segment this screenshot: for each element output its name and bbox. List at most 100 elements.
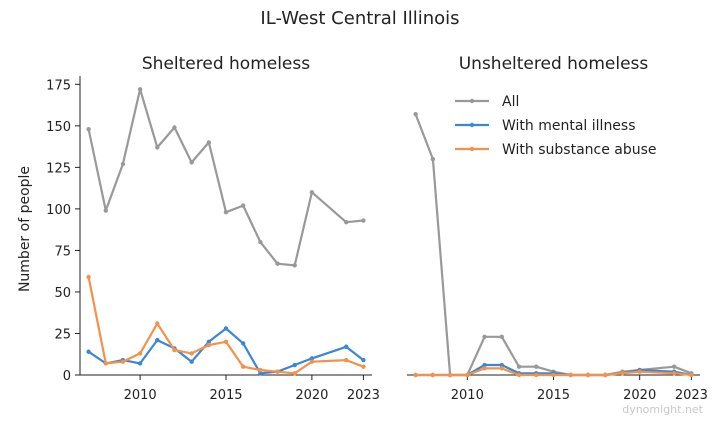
figure-title: IL-West Central Illinois: [260, 8, 459, 29]
data-point: [482, 334, 487, 339]
legend-item-with-substance-abuse: With substance abuse: [455, 142, 657, 158]
data-point: [155, 145, 160, 150]
x-tick-label: 2015: [209, 388, 242, 403]
data-point: [430, 372, 436, 378]
legend-marker: [469, 146, 475, 152]
data-point: [86, 274, 91, 280]
legend-label: All: [502, 94, 519, 110]
data-point: [516, 372, 522, 378]
series-line-all: [87, 88, 364, 267]
series-with-mental-illness: [86, 326, 366, 376]
x-tick-label: 2020: [623, 388, 656, 403]
data-point: [292, 263, 297, 268]
x-tick-label: 2015: [537, 388, 570, 403]
panel-title: Unsheltered homeless: [459, 54, 649, 74]
data-point: [309, 356, 315, 361]
y-tick-label: 175: [46, 78, 71, 93]
data-point: [155, 337, 160, 343]
data-point: [120, 359, 126, 364]
data-point: [86, 126, 91, 132]
data-point: [189, 351, 194, 356]
data-point: [344, 344, 349, 349]
data-point: [516, 364, 522, 369]
data-point: [137, 361, 143, 366]
data-point: [223, 326, 229, 331]
panel-title: Sheltered homeless: [142, 54, 310, 74]
series-line-with-substance-abuse: [87, 276, 364, 375]
series-line-with-mental-illness: [87, 327, 365, 375]
series-line-with-substance-abuse: [415, 367, 692, 377]
x-tick-label: 2010: [124, 388, 157, 403]
data-point: [258, 367, 263, 373]
y-tick-label: 150: [46, 120, 71, 135]
data-point: [689, 372, 694, 378]
panel-sheltered-homeless: Sheltered homeless 0 25 50 75 100 125 150 175 201…: [46, 54, 380, 403]
data-point: [585, 372, 591, 378]
data-point: [620, 371, 625, 376]
data-point: [344, 219, 349, 225]
y-tick-label: 25: [54, 327, 71, 342]
data-point: [430, 156, 436, 162]
data-point: [103, 208, 108, 213]
data-point: [292, 371, 297, 376]
data-point: [603, 372, 608, 378]
legend-marker: [469, 98, 475, 104]
data-point: [223, 339, 229, 344]
data-point: [499, 334, 504, 339]
x-tick-label: 2023: [347, 388, 380, 403]
data-point: [534, 372, 539, 378]
data-point: [292, 362, 297, 368]
data-point: [309, 190, 315, 195]
y-tick-label: 75: [54, 244, 71, 259]
data-point: [568, 372, 573, 378]
legend-label: With substance abuse: [502, 142, 657, 158]
legend: All With mental illness With substance abu…: [455, 94, 657, 158]
data-point: [671, 364, 677, 369]
y-tick-label: 100: [46, 203, 71, 218]
data-point: [120, 161, 126, 167]
data-point: [482, 366, 487, 371]
series-all: [86, 87, 366, 268]
y-tick-label: 50: [54, 286, 71, 301]
data-point: [206, 339, 212, 344]
data-point: [240, 203, 246, 208]
data-point: [275, 261, 280, 266]
data-point: [172, 347, 177, 353]
data-point: [344, 357, 349, 363]
y-axis-label: Number of people: [17, 166, 33, 292]
data-point: [189, 359, 194, 364]
legend-label: With mental illness: [502, 118, 636, 134]
legend-item-with-mental-illness: With mental illness: [455, 118, 636, 134]
data-point: [103, 361, 108, 366]
x-tick-label: 2023: [675, 388, 708, 403]
data-point: [413, 372, 418, 378]
watermark: dynomight.net: [622, 403, 703, 416]
x-tick-label: 2020: [295, 388, 328, 403]
data-point: [499, 362, 504, 368]
data-point: [275, 369, 280, 374]
data-point: [637, 369, 642, 374]
data-point: [258, 371, 263, 376]
data-point: [361, 357, 366, 363]
data-point: [258, 239, 263, 245]
data-point: [240, 364, 246, 369]
data-point: [499, 366, 504, 371]
series-with-substance-abuse: [86, 274, 366, 376]
data-point: [137, 351, 143, 356]
data-point: [206, 342, 212, 348]
data-point: [465, 372, 470, 378]
data-point: [206, 140, 212, 145]
y-tick-label: 0: [63, 369, 71, 384]
data-point: [309, 359, 315, 364]
data-point: [671, 371, 677, 376]
data-point: [534, 364, 539, 369]
legend-item-all: All: [455, 94, 519, 110]
data-point: [447, 372, 453, 378]
data-point: [551, 372, 556, 378]
legend-marker: [469, 122, 475, 128]
data-point: [361, 218, 366, 223]
series-with-substance-abuse: [413, 366, 694, 378]
panel-unsheltered-homeless: Unsheltered homeless 2010 2015 2020 2023: [407, 54, 708, 403]
data-point: [413, 112, 418, 117]
x-tick-label: 2010: [451, 388, 484, 403]
